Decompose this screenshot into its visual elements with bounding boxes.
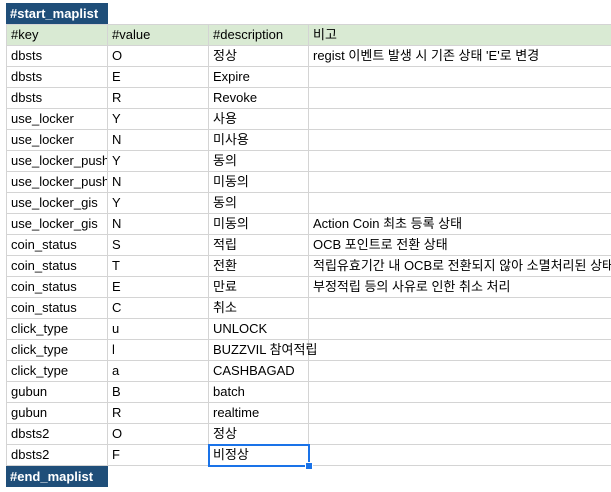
cell-key[interactable]: dbsts2 <box>6 445 108 466</box>
cell-value[interactable]: u <box>108 319 209 340</box>
cell-description[interactable]: Expire <box>209 67 309 88</box>
cell-note[interactable] <box>309 130 611 151</box>
cell-note[interactable]: regist 이벤트 발생 시 기존 상태 'E'로 변경 <box>309 46 611 67</box>
header-cell-description[interactable]: #description <box>209 25 309 46</box>
cell-note[interactable] <box>309 172 611 193</box>
cell-value[interactable]: Y <box>108 193 209 214</box>
cell-description[interactable]: CASHBAGAD <box>209 361 309 382</box>
cell-description[interactable]: 사용 <box>209 109 309 130</box>
end-maplist-marker-cell[interactable]: #end_maplist <box>6 466 108 487</box>
cell-description[interactable]: 미동의 <box>209 214 309 235</box>
cell-key[interactable]: dbsts <box>6 88 108 109</box>
cell-note[interactable]: OCB 포인트로 전환 상태 <box>309 235 611 256</box>
cell-key[interactable]: use_locker_gis <box>6 214 108 235</box>
cell-value[interactable]: E <box>108 277 209 298</box>
cell-value[interactable]: S <box>108 235 209 256</box>
cell-key[interactable]: coin_status <box>6 298 108 319</box>
cell-value[interactable]: T <box>108 256 209 277</box>
cell-value[interactable]: R <box>108 88 209 109</box>
cell-note[interactable]: 적립유효기간 내 OCB로 전환되지 않아 소멸처리된 상태 <box>309 256 611 277</box>
cell-note[interactable] <box>309 298 611 319</box>
cell-description[interactable]: 미동의 <box>209 172 309 193</box>
cell-key[interactable]: use_locker_gis <box>6 193 108 214</box>
cell-note[interactable] <box>309 382 611 403</box>
cell-description[interactable]: 적립 <box>209 235 309 256</box>
cell-value[interactable]: N <box>108 130 209 151</box>
cell-key[interactable]: click_type <box>6 319 108 340</box>
cell-key[interactable]: gubun <box>6 382 108 403</box>
cell-value[interactable]: F <box>108 445 209 466</box>
cell-note[interactable] <box>309 109 611 130</box>
cell-note[interactable] <box>309 151 611 172</box>
cell-key[interactable]: gubun <box>6 403 108 424</box>
cell-note[interactable] <box>309 403 611 424</box>
cell-description[interactable]: BUZZVIL 참여적립 <box>209 340 317 361</box>
cell-value[interactable]: N <box>108 214 209 235</box>
cell-value[interactable]: l <box>108 340 209 361</box>
cell-description[interactable]: UNLOCK <box>209 319 309 340</box>
cell-note[interactable]: Action Coin 최초 등록 상태 <box>309 214 611 235</box>
cell-description[interactable]: batch <box>209 382 309 403</box>
cell-description[interactable]: Revoke <box>209 88 309 109</box>
cell-key[interactable]: use_locker_push <box>6 151 108 172</box>
cell-key[interactable]: use_locker <box>6 109 108 130</box>
cell-key[interactable]: dbsts2 <box>6 424 108 445</box>
cell-value[interactable]: N <box>108 172 209 193</box>
cell-value[interactable]: O <box>108 424 209 445</box>
cell-value[interactable]: Y <box>108 151 209 172</box>
cell-key[interactable]: coin_status <box>6 277 108 298</box>
cell-value[interactable]: R <box>108 403 209 424</box>
header-cell-note[interactable]: 비고 <box>309 25 611 46</box>
start-maplist-marker-cell[interactable]: #start_maplist <box>6 3 108 24</box>
cell-description[interactable]: 전환 <box>209 256 309 277</box>
cell-description[interactable]: 만료 <box>209 277 309 298</box>
cell-value[interactable]: O <box>108 46 209 67</box>
selected-cell[interactable]: 비정상 <box>208 444 310 467</box>
cell-note[interactable] <box>309 445 611 466</box>
cell-note[interactable] <box>309 67 611 88</box>
cell-description[interactable]: realtime <box>209 403 309 424</box>
cell-description[interactable]: 정상 <box>209 424 309 445</box>
fill-handle[interactable] <box>305 462 313 470</box>
cell-note[interactable] <box>309 424 611 445</box>
cell-key[interactable]: use_locker <box>6 130 108 151</box>
cell-key[interactable]: use_locker_push <box>6 172 108 193</box>
cell-description[interactable]: 정상 <box>209 46 309 67</box>
cell-note[interactable]: 부정적립 등의 사유로 인한 취소 처리 <box>309 277 611 298</box>
cell-value[interactable]: Y <box>108 109 209 130</box>
header-cell-key[interactable]: #key <box>6 25 108 46</box>
cell-key[interactable]: coin_status <box>6 256 108 277</box>
cell-description[interactable]: 동의 <box>209 193 309 214</box>
cell-value[interactable]: E <box>108 67 209 88</box>
cell-value[interactable]: a <box>108 361 209 382</box>
cell-note[interactable] <box>309 361 611 382</box>
cell-note[interactable] <box>309 193 611 214</box>
header-cell-value[interactable]: #value <box>108 25 209 46</box>
cell-key[interactable]: click_type <box>6 361 108 382</box>
cell-note[interactable] <box>309 340 611 361</box>
cell-note[interactable] <box>309 319 611 340</box>
cell-description[interactable]: 동의 <box>209 151 309 172</box>
cell-key[interactable]: coin_status <box>6 235 108 256</box>
grid-divider <box>6 24 611 25</box>
cell-description[interactable]: 미사용 <box>209 130 309 151</box>
cell-note[interactable] <box>309 88 611 109</box>
cell-value[interactable]: B <box>108 382 209 403</box>
cell-key[interactable]: dbsts <box>6 46 108 67</box>
cell-value[interactable]: C <box>108 298 209 319</box>
cell-key[interactable]: click_type <box>6 340 108 361</box>
cell-description[interactable]: 취소 <box>209 298 309 319</box>
cell-key[interactable]: dbsts <box>6 67 108 88</box>
